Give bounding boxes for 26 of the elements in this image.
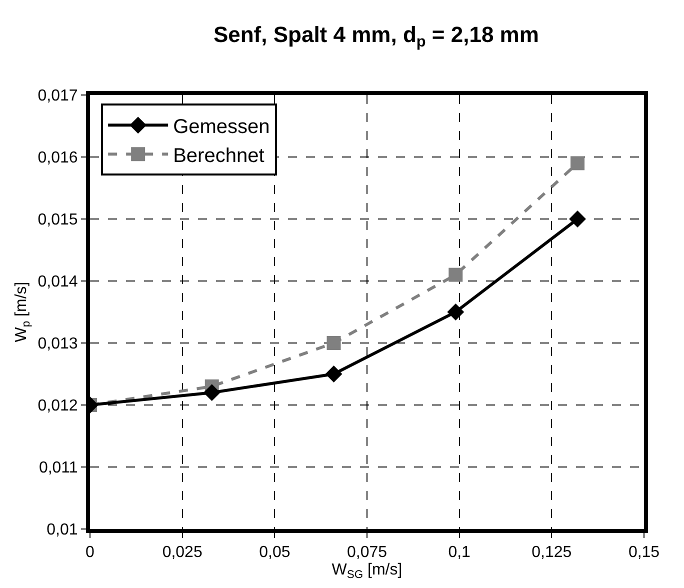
- y-tick-label: 0,011: [38, 460, 78, 477]
- x-tick-label: 0,05: [259, 544, 290, 562]
- y-tick-label: 0,016: [38, 150, 78, 167]
- x-tick-label: 0,1: [448, 544, 471, 562]
- x-tick-label: 0,025: [162, 544, 202, 562]
- y-tick-label: 0,013: [38, 336, 78, 353]
- legend-label: Berechnet: [173, 144, 265, 167]
- point: [570, 156, 585, 170]
- x-tick-label: 0: [86, 544, 95, 562]
- chart-title: Senf, Spalt 4 mm, d$_{p}$ = 2,18 mm: [213, 22, 539, 50]
- x-tick-label: 0,125: [532, 544, 572, 562]
- y-tick-label: 0,015: [38, 212, 78, 229]
- y-tick-label: 0,01: [46, 522, 78, 539]
- point: [447, 304, 464, 320]
- x-tick-label: 0,15: [628, 544, 660, 562]
- point: [569, 210, 586, 228]
- point: [326, 336, 341, 350]
- point: [203, 384, 220, 402]
- x-axis-title: W$_{SG}$ [m/s]: [332, 561, 402, 581]
- y-tick-label: 0,017: [38, 88, 78, 105]
- point: [325, 366, 342, 382]
- x-tick-label: 0,075: [346, 544, 388, 562]
- y-tick-label: 0,014: [38, 274, 78, 291]
- y-tick-label: 0,012: [38, 398, 78, 415]
- legend-label: Gemessen: [173, 116, 270, 138]
- point: [448, 268, 463, 282]
